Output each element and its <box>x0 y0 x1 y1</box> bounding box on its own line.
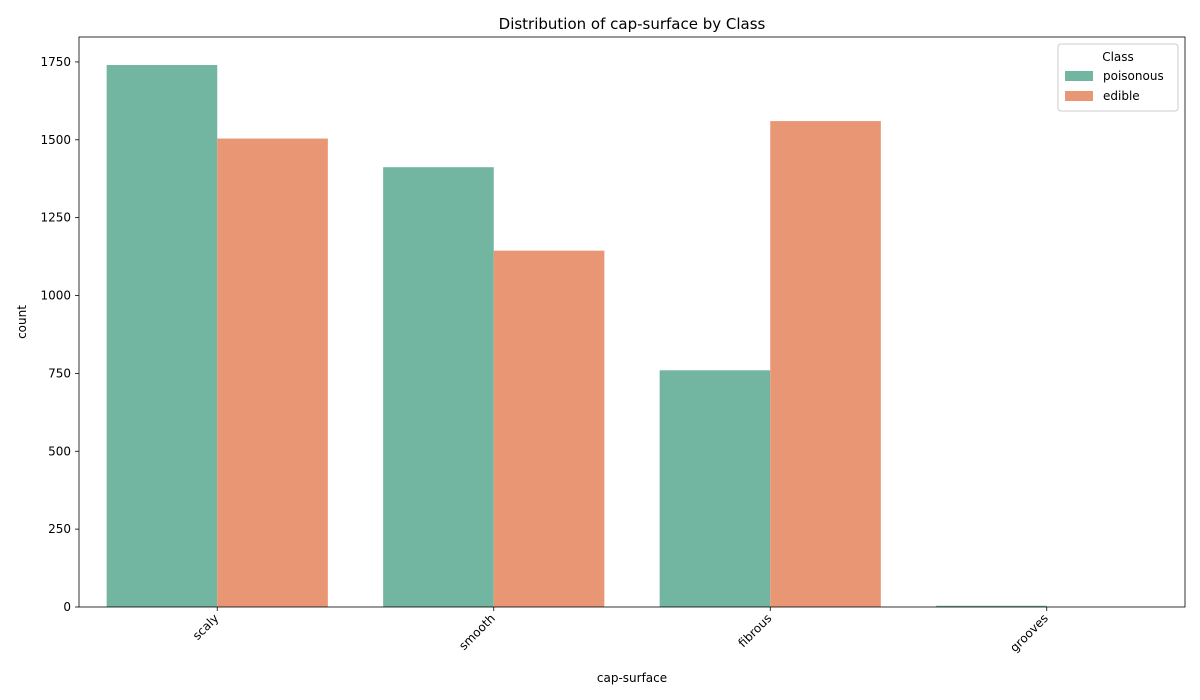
legend-label-edible: edible <box>1103 89 1140 103</box>
y-tick-label: 1750 <box>40 55 71 69</box>
bar-edible-fibrous <box>770 121 881 607</box>
bar-edible-smooth <box>493 250 605 608</box>
bar-edible-scaly <box>217 138 328 608</box>
y-tick-label: 1250 <box>40 211 71 225</box>
y-axis: 0 250 500 750 1000 1250 1500 1750 <box>40 55 79 614</box>
bar-poisonous-grooves <box>936 605 1047 607</box>
bar-poisonous-fibrous <box>659 370 771 607</box>
bar-poisonous-scaly <box>106 65 218 607</box>
x-axis: scaly smooth fibrous grooves <box>190 607 1051 655</box>
y-tick-label: 250 <box>48 522 71 536</box>
y-axis-label: count <box>15 305 29 339</box>
chart-title: Distribution of cap-surface by Class <box>499 15 766 33</box>
y-tick-label: 1000 <box>40 289 71 303</box>
y-tick-label: 1500 <box>40 133 71 147</box>
legend-label-poisonous: poisonous <box>1103 69 1164 83</box>
legend-title: Class <box>1102 50 1134 64</box>
x-tick-label-grooves: grooves <box>1007 611 1051 655</box>
legend: Class poisonous edible <box>1057 43 1179 112</box>
plot-frame <box>78 36 1186 608</box>
y-tick-label: 0 <box>63 600 71 614</box>
bars-layer <box>106 65 1047 608</box>
y-tick-label: 750 <box>48 366 71 380</box>
x-axis-label: cap-surface <box>597 671 667 685</box>
bar-poisonous-smooth <box>383 167 494 607</box>
legend-entries: poisonous edible <box>1065 69 1164 103</box>
plot-area <box>78 36 1186 608</box>
x-tick-label-smooth: smooth <box>456 611 498 653</box>
y-tick-label: 500 <box>48 444 71 458</box>
legend-swatch-edible <box>1065 91 1093 101</box>
x-tick-label-scaly: scaly <box>190 611 222 643</box>
legend-swatch-poisonous <box>1065 71 1093 81</box>
x-tick-label-fibrous: fibrous <box>735 611 774 650</box>
